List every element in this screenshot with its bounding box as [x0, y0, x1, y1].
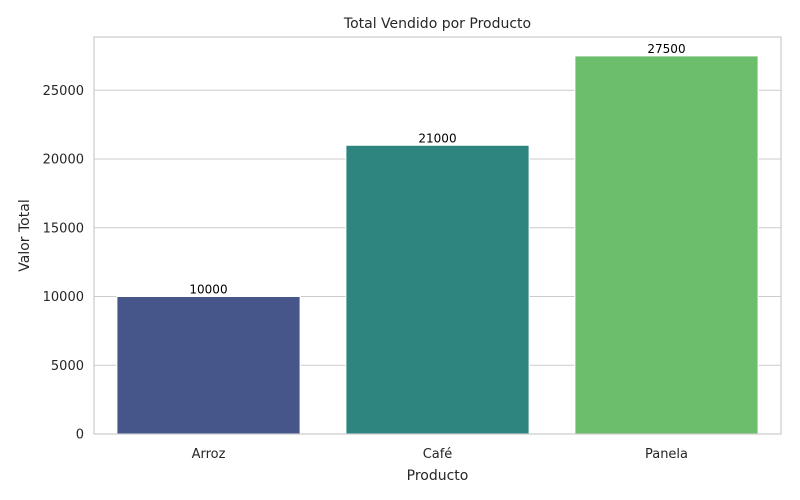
chart-title: Total Vendido por Producto	[343, 16, 531, 32]
data-label: 10000	[189, 283, 227, 297]
x-axis-ticks: Arroz Café Panela	[192, 447, 688, 462]
y-tick-label: 10000	[43, 290, 84, 305]
bar-cafe	[345, 144, 530, 435]
bar-panela	[574, 55, 759, 435]
y-tick-label: 0	[76, 428, 84, 443]
x-tick-label: Arroz	[192, 447, 226, 462]
y-axis-ticks: 0 5000 10000 15000 20000 25000	[43, 84, 84, 443]
y-tick-label: 5000	[51, 359, 84, 374]
y-tick-label: 15000	[43, 221, 84, 236]
plot-frame	[93, 36, 782, 435]
y-tick-label: 20000	[43, 153, 84, 168]
data-label: 27500	[647, 42, 685, 56]
bar-arroz	[116, 296, 301, 435]
x-tick-label: Café	[423, 447, 453, 462]
y-tick-label: 25000	[43, 84, 84, 99]
x-tick-label: Panela	[645, 447, 688, 462]
y-axis-label: Valor Total	[17, 199, 33, 271]
data-label: 21000	[418, 131, 456, 145]
data-labels: 10000 21000 27500	[189, 42, 685, 297]
x-axis-label: Producto	[407, 468, 469, 484]
bars	[116, 55, 759, 435]
